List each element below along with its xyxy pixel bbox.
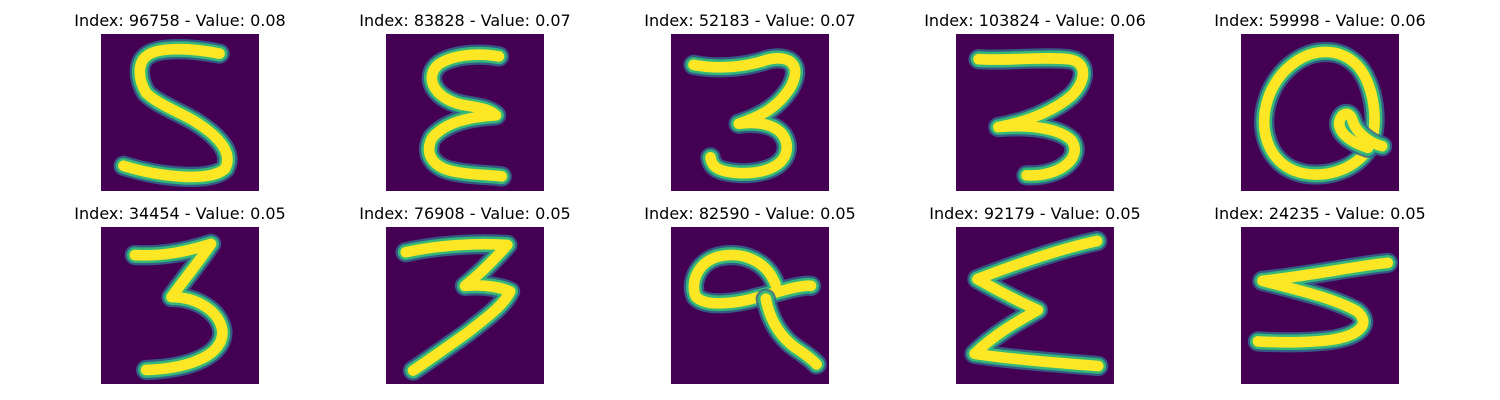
panel-title: Index: 92179 - Value: 0.05 — [929, 204, 1141, 223]
panel-title: Index: 103824 - Value: 0.06 — [924, 11, 1146, 30]
panel: Index: 59998 - Value: 0.06 — [1140, 0, 1500, 191]
panel-title: Index: 52183 - Value: 0.07 — [644, 11, 856, 30]
digit-image — [1241, 227, 1399, 384]
panel: Index: 92179 - Value: 0.05 — [855, 193, 1215, 384]
panel: Index: 34454 - Value: 0.05 — [0, 193, 360, 384]
panel: Index: 83828 - Value: 0.07 — [285, 0, 645, 191]
panel: Index: 76908 - Value: 0.05 — [285, 193, 645, 384]
panel: Index: 103824 - Value: 0.06 — [855, 0, 1215, 191]
panel-title: Index: 59998 - Value: 0.06 — [1214, 11, 1426, 30]
digit-image — [956, 227, 1114, 384]
panel-title: Index: 76908 - Value: 0.05 — [359, 204, 571, 223]
panel: Index: 96758 - Value: 0.08 — [0, 0, 360, 191]
digit-image — [386, 34, 544, 191]
digit-image — [671, 34, 829, 191]
digit-image — [671, 227, 829, 384]
digit-image — [101, 227, 259, 384]
digit-image — [956, 34, 1114, 191]
panel: Index: 24235 - Value: 0.05 — [1140, 193, 1500, 384]
panel: Index: 82590 - Value: 0.05 — [570, 193, 930, 384]
panel: Index: 52183 - Value: 0.07 — [570, 0, 930, 191]
panel-title: Index: 82590 - Value: 0.05 — [644, 204, 856, 223]
digit-image — [101, 34, 259, 191]
digit-image — [386, 227, 544, 384]
panel-title: Index: 83828 - Value: 0.07 — [359, 11, 571, 30]
panel-title: Index: 96758 - Value: 0.08 — [74, 11, 286, 30]
panel-title: Index: 24235 - Value: 0.05 — [1214, 204, 1426, 223]
digit-image — [1241, 34, 1399, 191]
panel-title: Index: 34454 - Value: 0.05 — [74, 204, 286, 223]
